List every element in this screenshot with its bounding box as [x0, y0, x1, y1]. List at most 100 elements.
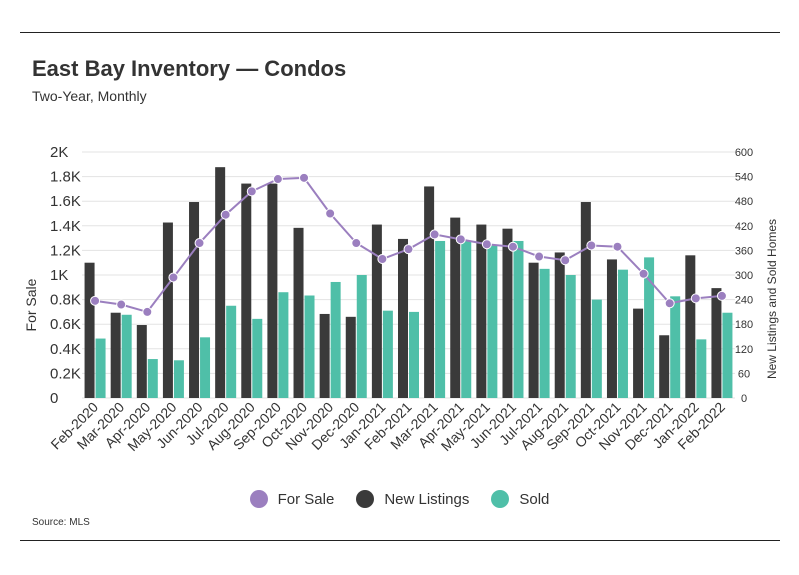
y-tick-label: 0.2K [50, 365, 81, 382]
chart-canvas: 0 0.2K 0.4K 0.6K 0.8K 1K 1.2K 1.4K 1.6K 1.8K 2K 0 60… [23, 144, 779, 454]
for-sale-line [90, 172, 727, 317]
point-for-sale [377, 254, 388, 265]
point-for-sale [325, 208, 336, 219]
bar-sold [356, 275, 367, 398]
y2-tick-label: 300 [735, 270, 753, 282]
y2-axis-label: New Listings and Sold Homes [765, 219, 779, 379]
bar-sold [200, 337, 211, 398]
bar-sold [409, 311, 419, 398]
point-for-sale [455, 234, 466, 245]
bar-new-listings [606, 259, 617, 398]
point-for-sale [351, 238, 362, 249]
bar-sold [722, 312, 733, 398]
legend-item-sold: Sold [491, 490, 549, 508]
point-for-sale [246, 186, 257, 197]
y-tick-label: 0.8K [50, 292, 81, 309]
bar-new-listings [267, 183, 278, 398]
point-for-sale [90, 295, 101, 306]
point-for-sale [194, 238, 205, 249]
y2-tick-label: 0 [741, 393, 747, 405]
bar-new-listings [450, 217, 461, 398]
chart-title: East Bay Inventory — Condos [32, 56, 347, 81]
bar-new-listings [136, 325, 147, 398]
bar-new-listings [189, 202, 200, 398]
y2-tick-label: 420 [735, 221, 753, 233]
bar-new-listings [110, 312, 121, 398]
bar-sold [487, 245, 498, 398]
bar-new-listings [398, 238, 408, 398]
bar-sold [644, 257, 655, 398]
legend: For Sale New Listings Sold [0, 490, 799, 508]
legend-label-sold: Sold [519, 490, 550, 508]
legend-swatch-new-listings [356, 490, 375, 508]
bar-new-listings [241, 183, 252, 398]
bar-sold [95, 338, 106, 398]
bar-sold [461, 240, 472, 398]
bar-new-listings [580, 202, 591, 398]
point-for-sale [560, 255, 571, 266]
bar-new-listings [293, 227, 304, 398]
y-tick-label: 1.8K [50, 169, 81, 186]
bar-sold [226, 305, 237, 398]
bar-sold [173, 360, 184, 398]
point-for-sale [220, 209, 231, 220]
point-for-sale [403, 244, 414, 255]
point-for-sale [534, 251, 545, 262]
bar-new-listings [685, 255, 696, 398]
bar-new-listings [162, 222, 173, 398]
point-for-sale [481, 239, 492, 250]
chart-subtitle: Two-Year, Monthly [32, 88, 147, 104]
y2-tick-label: 60 [738, 368, 750, 380]
bar-sold [330, 281, 341, 398]
bar-sold [147, 359, 158, 398]
y-tick-label: 1K [50, 267, 68, 284]
point-for-sale [272, 174, 283, 185]
y-tick-label: 2K [50, 144, 68, 161]
bar-new-listings [633, 308, 644, 398]
bar-sold [617, 269, 628, 398]
point-for-sale [299, 172, 310, 183]
bar-new-listings [345, 316, 356, 398]
y2-tick-label: 360 [735, 245, 753, 257]
y-tick-label: 1.4K [50, 218, 81, 235]
bar-sold [591, 299, 602, 398]
y2-tick-label: 240 [735, 295, 753, 307]
legend-swatch-for-sale [249, 490, 268, 508]
bar-sold [382, 310, 393, 398]
legend-item-for-sale: For Sale [249, 490, 334, 508]
bar-new-listings [659, 335, 670, 398]
point-for-sale [690, 293, 701, 304]
bar-new-listings [554, 252, 565, 398]
bar-new-listings [502, 228, 513, 398]
bar-sold [121, 314, 132, 398]
bar-new-listings [215, 167, 226, 398]
top-rule [20, 32, 780, 33]
point-for-sale [142, 306, 153, 317]
y2-tick-label: 540 [735, 172, 753, 184]
legend-label-new-listings: New Listings [384, 490, 470, 508]
bar-new-listings [424, 186, 435, 398]
point-for-sale [116, 299, 127, 310]
y2-tick-label: 600 [735, 147, 753, 159]
point-for-sale [429, 229, 440, 240]
point-for-sale [168, 272, 179, 283]
point-for-sale [664, 298, 675, 309]
y-tick-label: 1.2K [50, 242, 81, 259]
bar-sold [278, 292, 289, 398]
y-tick-label: 0.6K [50, 316, 81, 333]
bar-sold [304, 295, 315, 398]
bar-sold [252, 318, 263, 398]
bar-sold [565, 275, 576, 398]
bar-new-listings [371, 224, 382, 398]
bar-sold [435, 240, 446, 398]
y-axis-label: For Sale [23, 278, 39, 331]
bottom-rule [20, 540, 780, 541]
bar-new-listings [476, 224, 487, 398]
y2-tick-label: 180 [735, 319, 753, 331]
bar-sold [670, 296, 681, 398]
bar-new-listings [528, 262, 539, 398]
y2-tick-label: 480 [735, 196, 753, 208]
bar-new-listings [84, 262, 95, 398]
bar-sold [696, 339, 707, 398]
y-tick-label: 1.6K [50, 193, 81, 210]
